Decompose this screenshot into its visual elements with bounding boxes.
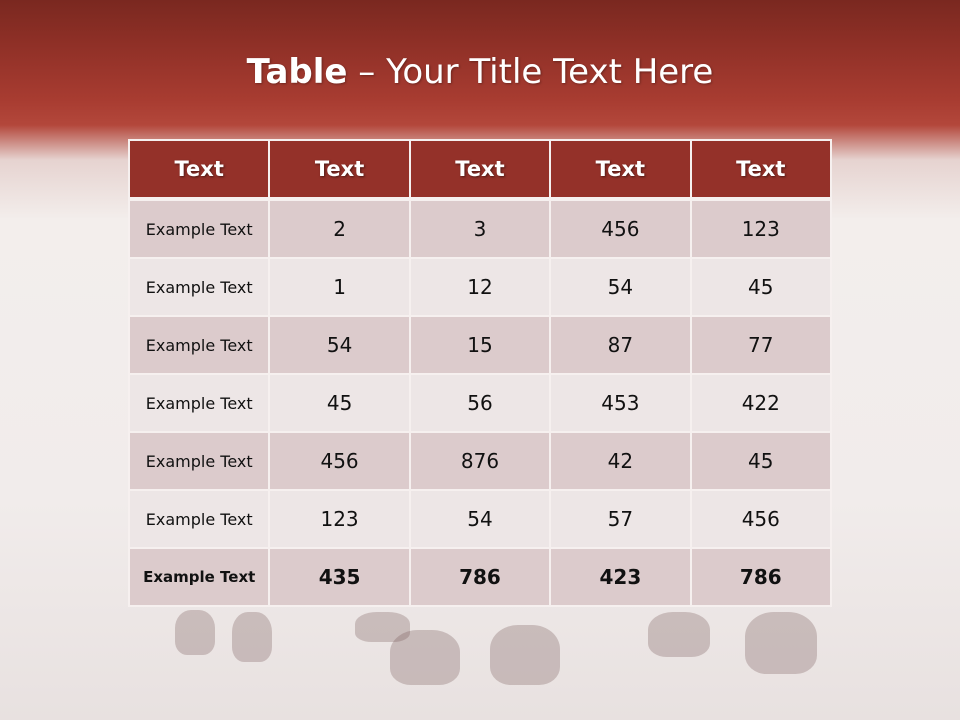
value-cell: 786 — [408, 547, 552, 607]
shoe-silhouette — [745, 612, 817, 674]
value-cell: 1 — [268, 257, 411, 317]
shoe-silhouette — [232, 612, 272, 662]
shoe-silhouette — [490, 625, 560, 685]
value-cell: 786 — [689, 547, 833, 607]
value-cell: 45 — [689, 257, 833, 317]
value-cell: 56 — [408, 373, 552, 433]
shoe-silhouette — [175, 610, 215, 655]
value-cell: 123 — [689, 198, 833, 259]
table-row: Example Text 1 12 54 45 — [127, 257, 833, 317]
value-cell: 3 — [408, 198, 552, 259]
value-cell: 876 — [408, 431, 552, 491]
value-cell: 453 — [549, 373, 692, 433]
shoe-silhouette — [390, 630, 460, 685]
row-label-cell: Example Text — [127, 547, 271, 607]
table-row: Example Text 2 3 456 123 — [127, 198, 833, 259]
row-label-cell: Example Text — [127, 489, 271, 549]
value-cell: 456 — [549, 198, 692, 259]
value-cell: 435 — [268, 547, 411, 607]
header-cell: Text — [408, 139, 552, 200]
value-cell: 423 — [549, 547, 692, 607]
table-row: Example Text 54 15 87 77 — [127, 315, 833, 375]
row-label-cell: Example Text — [127, 373, 271, 433]
header-cell: Text — [549, 139, 692, 200]
title-rest: – Your Title Text Here — [347, 52, 714, 92]
header-cell: Text — [127, 139, 271, 200]
row-label-cell: Example Text — [127, 257, 271, 317]
value-cell: 42 — [549, 431, 692, 491]
row-label-cell: Example Text — [127, 198, 271, 259]
shoe-silhouette — [355, 612, 410, 642]
value-cell: 54 — [408, 489, 552, 549]
value-cell: 77 — [689, 315, 833, 375]
table-row: Example Text 45 56 453 422 — [127, 373, 833, 433]
value-cell: 15 — [408, 315, 552, 375]
value-cell: 45 — [689, 431, 833, 491]
value-cell: 12 — [408, 257, 552, 317]
table-row: Example Text 435 786 423 786 — [127, 547, 833, 607]
row-label-cell: Example Text — [127, 431, 271, 491]
value-cell: 54 — [268, 315, 411, 375]
value-cell: 2 — [268, 198, 411, 259]
slide-title: Table – Your Title Text Here — [0, 52, 960, 92]
header-cell: Text — [689, 139, 833, 200]
value-cell: 54 — [549, 257, 692, 317]
table-row: Example Text 123 54 57 456 — [127, 489, 833, 549]
value-cell: 456 — [689, 489, 833, 549]
header-cell: Text — [268, 139, 411, 200]
value-cell: 45 — [268, 373, 411, 433]
shoe-silhouette — [648, 612, 710, 657]
value-cell: 422 — [689, 373, 833, 433]
table-row: Example Text 456 876 42 45 — [127, 431, 833, 491]
row-label-cell: Example Text — [127, 315, 271, 375]
data-table: Text Text Text Text Text Example Text 2 3 4… — [127, 139, 833, 607]
title-bold: Table — [246, 52, 348, 92]
value-cell: 123 — [268, 489, 411, 549]
value-cell: 87 — [549, 315, 692, 375]
header-row: Text Text Text Text Text — [127, 139, 833, 200]
value-cell: 456 — [268, 431, 411, 491]
value-cell: 57 — [549, 489, 692, 549]
